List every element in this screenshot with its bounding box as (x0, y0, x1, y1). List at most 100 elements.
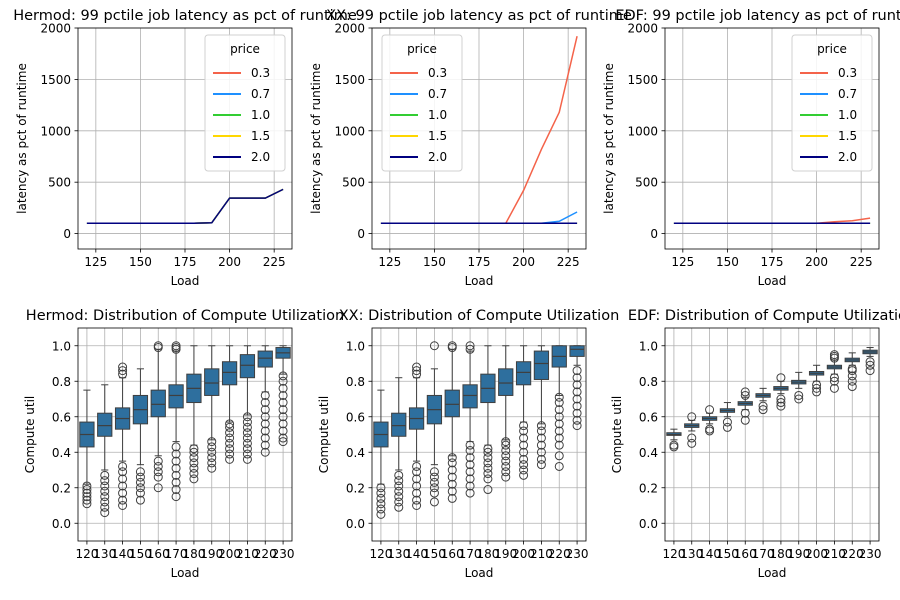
outlier-point (260, 419, 270, 429)
x-tick-label: 120 (75, 547, 98, 561)
y-axis-label: latency as pct of runtime (602, 63, 616, 214)
outlier-point (278, 390, 288, 400)
plot-area (79, 341, 291, 518)
outlier-point (189, 458, 199, 468)
box-iqr (257, 350, 273, 368)
outlier-point (118, 461, 128, 471)
outlier-point (260, 405, 270, 415)
outlier-point (225, 444, 235, 454)
outlier-point (501, 451, 511, 461)
box-170 (755, 387, 771, 415)
legend-title: price (230, 42, 260, 56)
y-tick-label: 2000 (334, 22, 365, 36)
outlier-point (829, 373, 839, 383)
box-160 (150, 341, 166, 493)
subplot-title: XX: Distribution of Compute Utilization (339, 308, 620, 324)
outlier-point (412, 461, 422, 471)
outlier-point (82, 485, 92, 495)
outlier-point (100, 497, 110, 507)
x-tick-label: 125 (671, 255, 694, 269)
outlier-point (519, 440, 529, 450)
legend: price 0.3 0.7 1.0 1.5 2.0 (381, 34, 463, 172)
outlier-point (705, 405, 715, 415)
x-axis-label: Load (758, 274, 787, 288)
y-tick-label: 0.8 (639, 375, 658, 389)
outlier-point (100, 476, 110, 486)
outlier-point (829, 376, 839, 386)
outlier-point (554, 419, 564, 429)
outlier-point (519, 470, 529, 480)
outlier-point (189, 469, 199, 479)
box-180 (773, 373, 789, 411)
outlier-point (501, 440, 511, 450)
outlier-point (225, 422, 235, 432)
y-tick-label: 1.0 (52, 339, 71, 353)
outlier-point (207, 453, 217, 463)
x-tick-label: 230 (566, 547, 589, 561)
x-tick-label: 130 (387, 547, 410, 561)
x-tick-label: 225 (263, 255, 286, 269)
outlier-point (483, 458, 493, 468)
outlier-point (242, 412, 252, 422)
box-iqr (533, 350, 550, 380)
box-230 (569, 345, 585, 431)
outlier-point (171, 470, 181, 480)
outlier-point (429, 483, 439, 493)
axes-frame (664, 327, 880, 542)
box-130 (391, 377, 407, 512)
x-tick-label: 180 (476, 547, 499, 561)
y-tick-label: 0.8 (52, 375, 71, 389)
outlier-point (242, 428, 252, 438)
outlier-point (483, 474, 493, 484)
outlier-point (100, 470, 110, 480)
box-150 (426, 341, 443, 507)
box-210 (239, 345, 256, 464)
x-tick-label: 130 (93, 547, 116, 561)
y-tick-label: 1500 (40, 73, 71, 87)
outlier-point (740, 408, 750, 418)
outlier-point (412, 501, 422, 510)
outlier-point (740, 387, 750, 397)
outlier-point (722, 417, 732, 427)
subplot-title: Hermod: Distribution of Compute Utilizat… (26, 308, 344, 324)
outlier-point (100, 508, 110, 518)
outlier-point (572, 421, 582, 431)
outlier-point (519, 447, 529, 457)
outlier-point (536, 447, 546, 457)
subplot-title: EDF: Distribution of Compute Utilization (628, 308, 900, 324)
box-190 (791, 371, 807, 404)
outlier-point (519, 426, 529, 436)
box-220 (257, 345, 273, 457)
outlier-point (118, 369, 128, 379)
outlier-point (118, 481, 128, 491)
outlier-point (812, 387, 822, 397)
outlier-point (100, 481, 110, 491)
outlier-point (501, 445, 511, 455)
y-tick-label: 0 (357, 227, 365, 241)
plot-area (666, 347, 878, 452)
outlier-point (171, 341, 181, 351)
x-tick-label: 180 (769, 547, 792, 561)
box-230 (275, 345, 291, 447)
legend-label: 0.7 (838, 87, 857, 101)
outlier-point (501, 461, 511, 471)
outlier-point (865, 360, 875, 370)
outlier-point (519, 454, 529, 464)
outlier-point (465, 440, 475, 450)
outlier-point (207, 437, 217, 447)
y-tick-label: 1.0 (346, 339, 365, 353)
x-tick-label: 230 (272, 547, 295, 561)
outlier-point (554, 405, 564, 415)
outlier-point (153, 467, 163, 477)
box-140 (408, 362, 425, 510)
outlier-point (118, 474, 128, 484)
outlier-point (100, 502, 110, 512)
x-tick-label: 170 (165, 547, 188, 561)
x-tick-label: 150 (129, 255, 152, 269)
outlier-point (242, 417, 252, 427)
legend: price 0.3 0.7 1.0 1.5 2.0 (204, 34, 286, 172)
x-axis-label: Load (171, 274, 200, 288)
outlier-point (722, 422, 732, 432)
